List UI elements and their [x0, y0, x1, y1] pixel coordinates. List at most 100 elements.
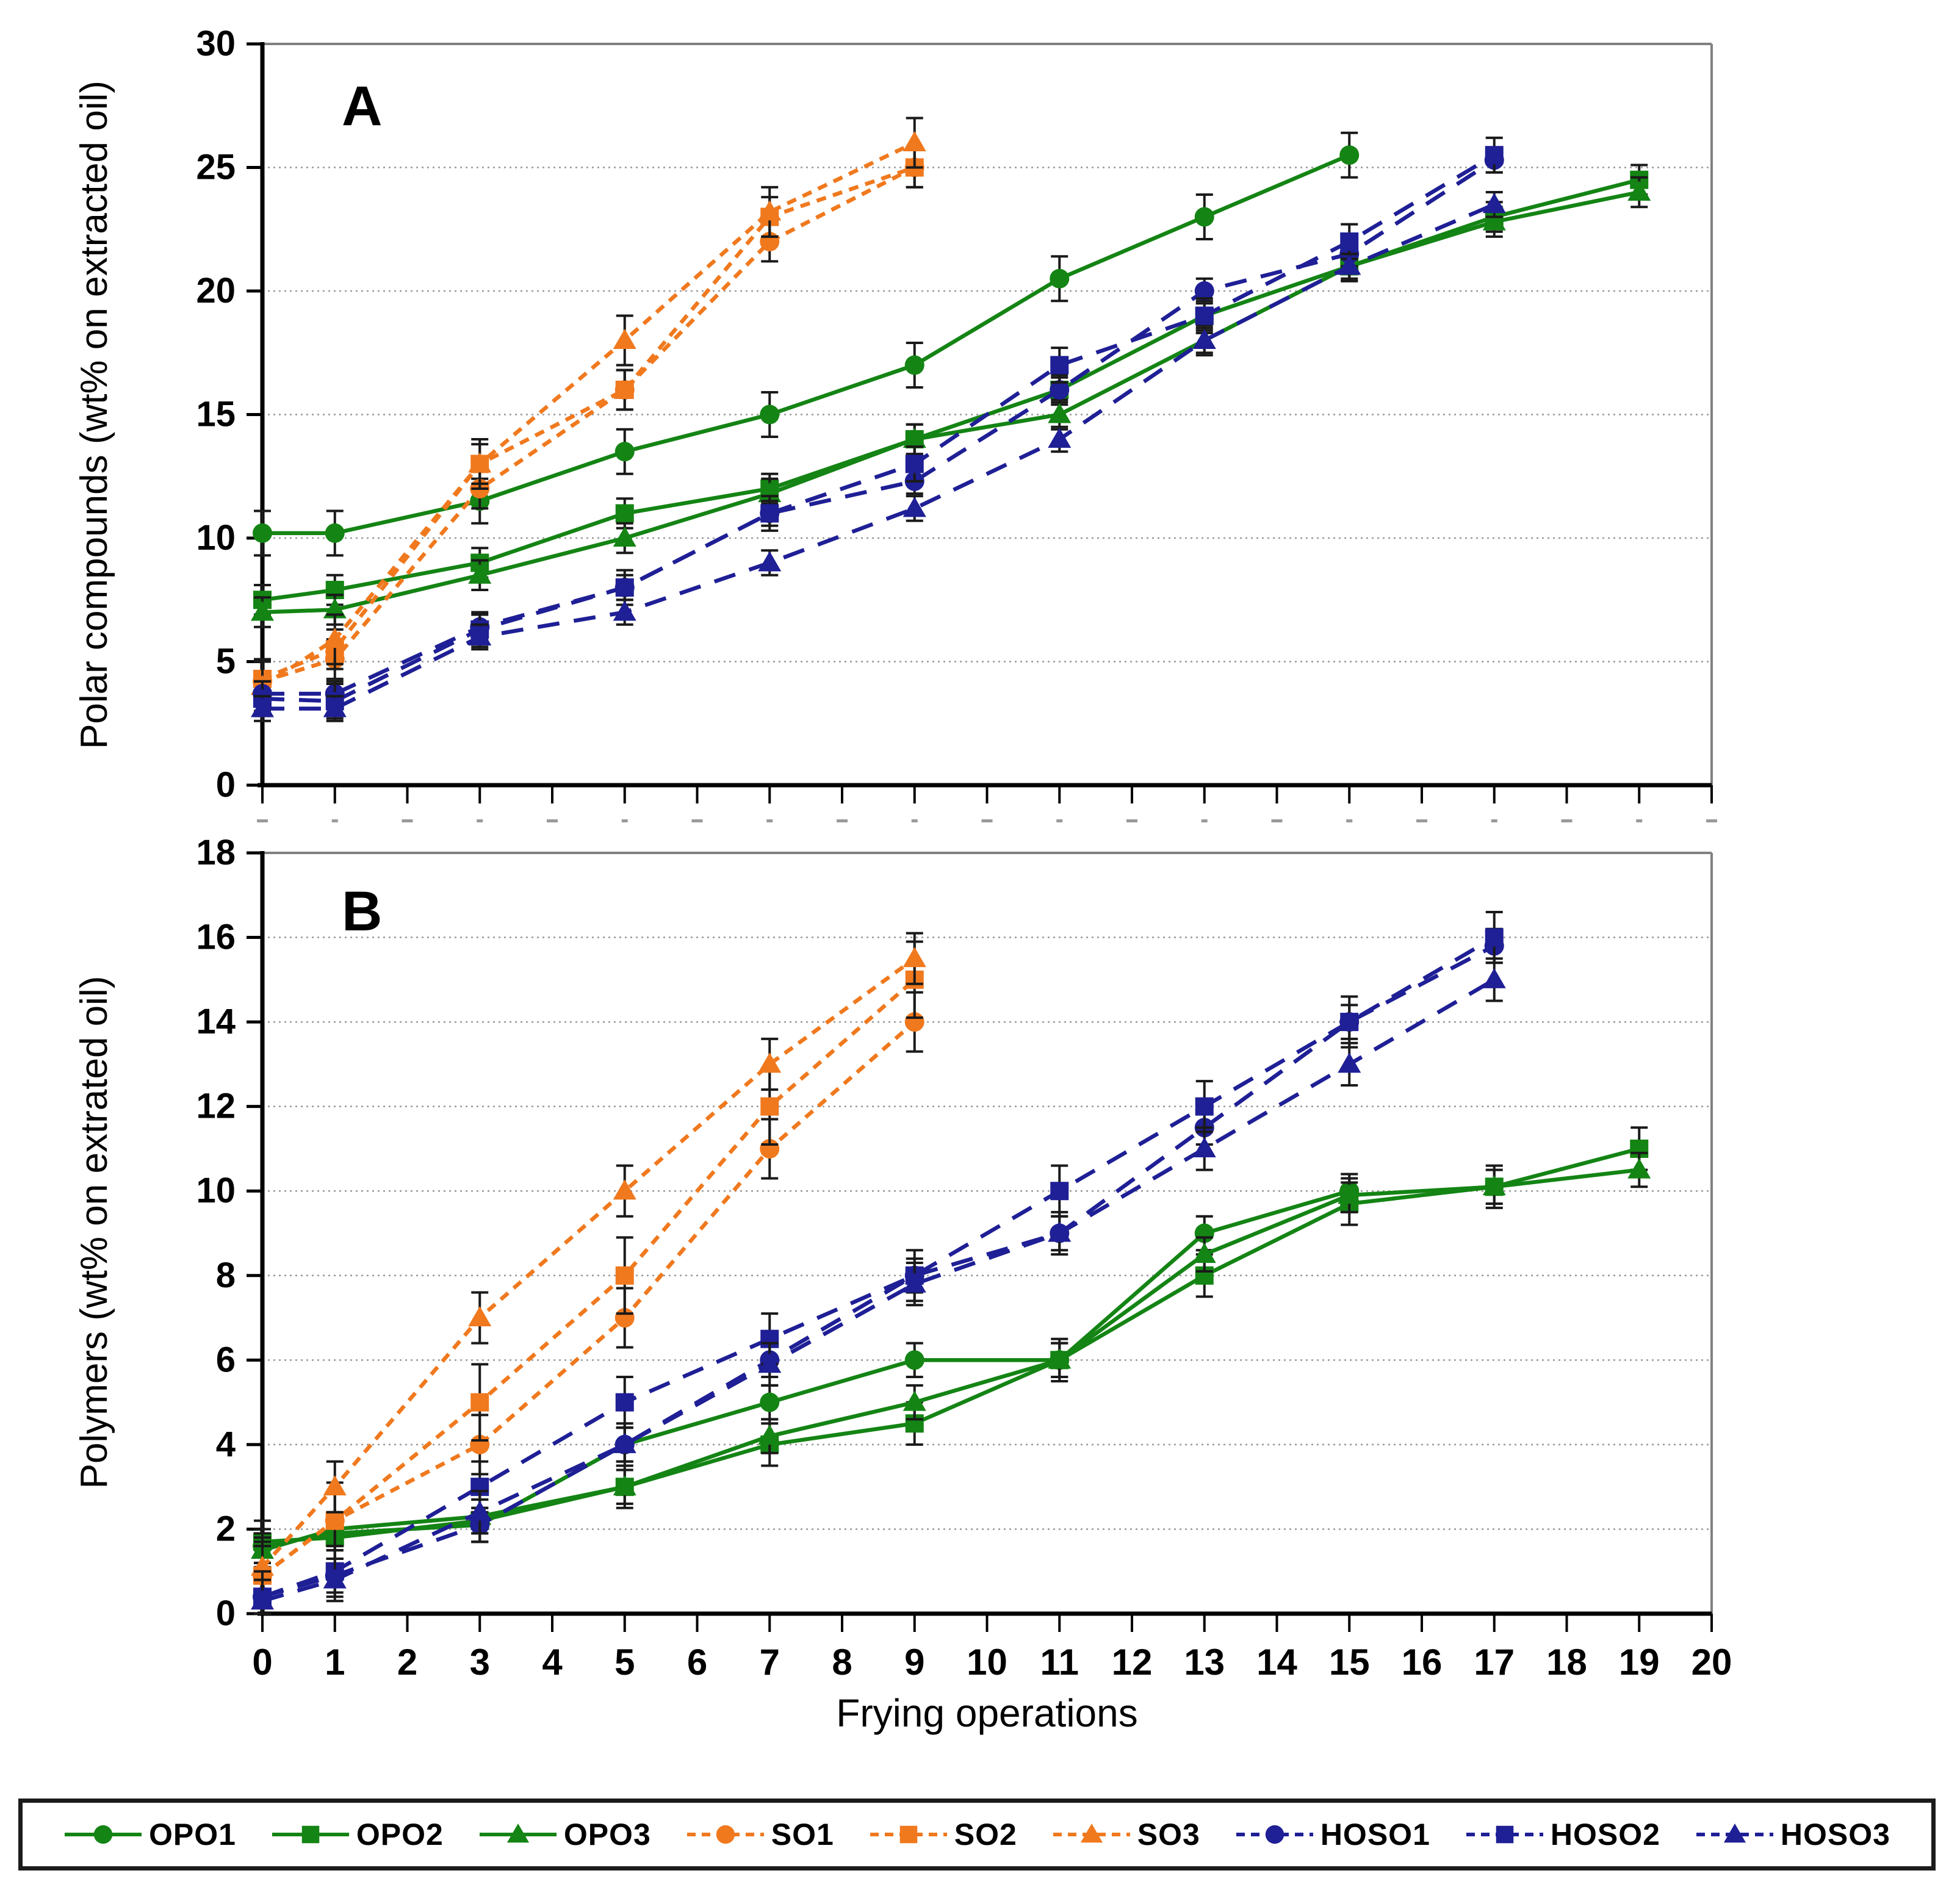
x-tick-label: 10	[967, 1642, 1007, 1683]
y-axis-title-panel_a: Polar compounds (wt% on extracted oil)	[73, 81, 115, 749]
series-line-so2	[261, 978, 916, 1578]
legend-item-label: OPO3	[563, 1817, 651, 1852]
x-tick-label: 13	[1184, 1642, 1225, 1683]
y-tick-label: 30	[196, 24, 236, 63]
legend-sample-triangle-icon	[1696, 1823, 1773, 1843]
legend-item-so2: SO2	[869, 1817, 1017, 1852]
y-tick-label: 0	[216, 1594, 236, 1633]
x-tick-label: 15	[1329, 1642, 1370, 1683]
x-tick-label: 6	[687, 1642, 707, 1683]
legend-item-label: HOSO2	[1550, 1817, 1660, 1852]
x-tick-label: 7	[760, 1642, 780, 1683]
cropped-tick-label-remnant	[1201, 819, 1208, 822]
x-tick-label: 19	[1619, 1642, 1660, 1683]
legend-sample-square-icon	[870, 1825, 947, 1844]
cropped-tick-label-remnant	[981, 819, 993, 822]
x-tick-label: 9	[904, 1642, 924, 1683]
legend-sample-triangle-icon	[479, 1823, 557, 1843]
legend-item-label: OPO2	[356, 1817, 444, 1852]
legend-item-hoso1: HOSO1	[1235, 1817, 1430, 1852]
series-line-so3	[261, 957, 916, 1569]
panel-a: 0 5 10 15 20 25 30 A Polar compounds (wt% on ext…	[73, 24, 1717, 822]
cropped-tick-label-remnant	[766, 819, 773, 822]
legend-sample-triangle-icon	[1053, 1823, 1130, 1843]
y-tick-label: 18	[196, 833, 236, 872]
legend-item-label: HOSO3	[1780, 1817, 1890, 1852]
cropped-tick-label-remnant	[1346, 819, 1353, 822]
x-tick-label: 2	[397, 1642, 417, 1683]
panel-letter-a: A	[342, 75, 382, 137]
y-tick-label: 6	[216, 1340, 236, 1379]
legend-sample-circle-icon	[1236, 1825, 1313, 1844]
y-tick-label: 25	[196, 148, 236, 187]
x-tick-label: 4	[542, 1642, 563, 1683]
cropped-tick-label-remnant	[331, 819, 338, 822]
series-line-hoso2	[261, 935, 1496, 1599]
legend-item-label: HOSO1	[1320, 1817, 1430, 1852]
legend-item-opo1: OPO1	[63, 1817, 236, 1852]
legend-item-label: SO1	[771, 1817, 834, 1852]
y-tick-label: 15	[196, 395, 236, 434]
x-tick-label: 5	[614, 1642, 635, 1683]
series-hoso3	[251, 191, 1506, 722]
x-tick-label: 0	[252, 1642, 272, 1683]
series-opo1	[253, 131, 1360, 557]
x-tick-label: 1	[325, 1642, 345, 1683]
y-tick-label: 2	[216, 1509, 236, 1548]
x-tick-label: 11	[1040, 1642, 1079, 1683]
legend-sample-square-icon	[272, 1825, 349, 1844]
series-line-hoso1	[262, 158, 1496, 696]
legend-item-hoso3: HOSO3	[1695, 1817, 1890, 1852]
legend-item-so3: SO3	[1052, 1817, 1200, 1852]
legend-item-label: SO3	[1137, 1817, 1200, 1852]
x-tick-label: 14	[1256, 1642, 1297, 1683]
y-tick-label: 4	[216, 1425, 236, 1464]
legend-item-so1: SO1	[686, 1817, 834, 1852]
cropped-tick-label-remnant	[1056, 819, 1063, 822]
cropped-tick-label-remnant	[837, 819, 848, 822]
series-so2	[253, 146, 924, 700]
x-tick-label: 16	[1402, 1642, 1443, 1683]
series-line-hoso3	[262, 978, 1496, 1603]
series-opo3	[251, 176, 1651, 628]
cropped-tick-label-remnant	[257, 819, 268, 822]
series-line-so2	[261, 165, 915, 681]
cropped-tick-label-remnant	[1271, 819, 1283, 822]
y-tick-label: 14	[196, 1002, 236, 1041]
y-tick-label: 5	[216, 642, 236, 681]
cropped-tick-label-remnant	[1126, 819, 1137, 822]
cropped-tick-label-remnant	[1706, 819, 1717, 822]
cropped-tick-label-remnant	[1491, 819, 1497, 822]
cropped-tick-label-remnant	[1416, 819, 1427, 822]
y-tick-label: 10	[196, 518, 236, 558]
x-axis-title: Frying operations	[836, 1691, 1137, 1735]
series-line-hoso2	[262, 153, 1496, 703]
legend-item-hoso2: HOSO2	[1465, 1817, 1660, 1852]
cropped-tick-label-remnant	[911, 819, 918, 822]
legend-sample-circle-icon	[64, 1825, 142, 1844]
cropped-tick-label-remnant	[547, 819, 558, 822]
y-tick-label: 20	[196, 271, 236, 311]
legend-item-opo2: OPO2	[271, 1817, 444, 1852]
series-line-hoso3	[262, 203, 1496, 711]
series-opo2	[253, 164, 1649, 616]
y-tick-label: 0	[216, 765, 236, 805]
series-line-opo2	[262, 178, 1640, 602]
panel-letter-b: B	[342, 880, 382, 943]
series-line-so3	[261, 141, 916, 688]
cropped-tick-label-remnant	[691, 819, 703, 822]
y-tick-label: 16	[196, 918, 236, 957]
legend: OPO1 OPO2 OPO3 SO1 SO2 SO3 HOSO1 HOSO2 HOSO3	[18, 1799, 1936, 1870]
y-tick-label: 8	[216, 1256, 236, 1295]
legend-item-label: OPO1	[148, 1817, 236, 1852]
series-so3	[251, 932, 926, 1594]
series-hoso3	[251, 957, 1506, 1615]
cropped-tick-label-remnant	[621, 819, 628, 822]
series-line-opo3	[262, 190, 1640, 614]
x-tick-label: 18	[1546, 1642, 1587, 1683]
y-tick-label: 10	[196, 1171, 236, 1210]
series-line-so1	[262, 165, 916, 684]
